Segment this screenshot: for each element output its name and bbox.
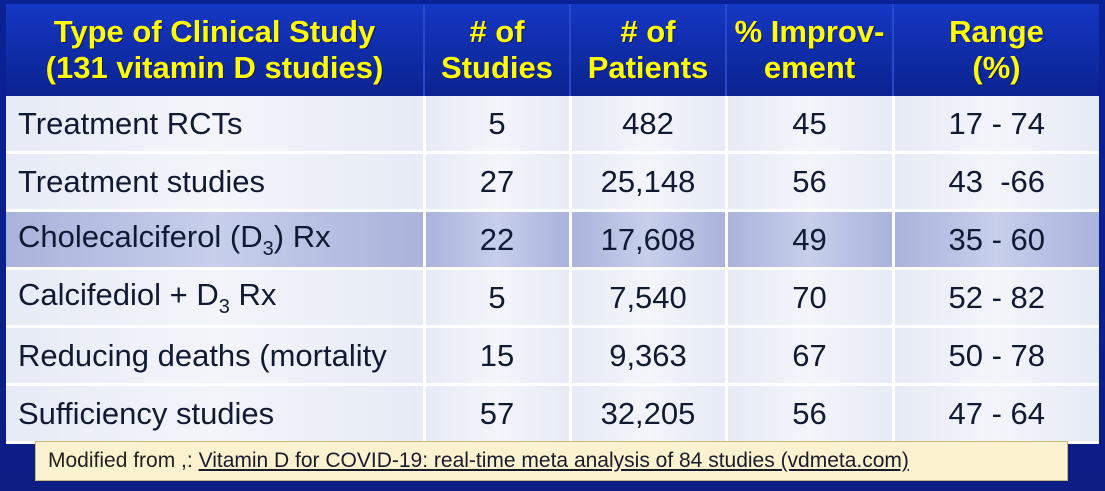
source-link[interactable]: Vitamin D for COVID-19: real-time meta a… <box>198 449 909 472</box>
cell-range: 50 - 78 <box>893 326 1099 386</box>
cell-patients: 7,540 <box>570 268 728 328</box>
cell-patients: 17,608 <box>570 210 728 270</box>
table-row: Treatment studies 27 25,148 56 43 -66 <box>6 152 1099 212</box>
cell-studies: 5 <box>424 268 572 328</box>
header-study-type: Type of Clinical Study (131 vitamin D stu… <box>6 4 425 96</box>
cell-improvement: 56 <box>726 152 895 212</box>
cell-studies: 27 <box>424 152 572 212</box>
table-row: Cholecalciferol (D3) Rx 22 17,608 49 35 … <box>6 210 1099 270</box>
table-row: Sufficiency studies 57 32,205 56 47 - 64 <box>6 384 1099 444</box>
subscript-3: 3 <box>262 237 274 260</box>
cell-patients: 25,148 <box>570 152 728 212</box>
cell-study-type: Treatment studies <box>6 152 426 212</box>
cell-improvement: 70 <box>726 268 895 328</box>
header-range: Range (%) <box>893 4 1099 96</box>
header-improvement: % Improv-ement <box>726 4 894 96</box>
vitamin-d-studies-table: Type of Clinical Study (131 vitamin D stu… <box>6 4 1099 444</box>
subscript-3: 3 <box>218 295 230 318</box>
cell-studies: 5 <box>424 96 572 154</box>
cell-patients: 9,363 <box>570 326 728 386</box>
table-row: Reducing deaths (mortality 15 9,363 67 5… <box>6 326 1099 386</box>
header-row: Type of Clinical Study (131 vitamin D stu… <box>6 4 1099 96</box>
cell-study-type: Cholecalciferol (D3) Rx <box>6 210 426 270</box>
table-row: Calcifediol + D3 Rx 5 7,540 70 52 - 82 <box>6 268 1099 328</box>
table-row: Treatment RCTs 5 482 45 17 - 74 <box>6 96 1099 154</box>
cell-range: 52 - 82 <box>893 268 1099 328</box>
footnote-prefix: Modified from ,: <box>48 449 199 472</box>
cell-patients: 482 <box>570 96 728 154</box>
cell-patients: 32,205 <box>570 384 728 444</box>
cell-range: 35 - 60 <box>893 210 1099 270</box>
cell-study-type: Reducing deaths (mortality <box>6 326 426 386</box>
cell-improvement: 67 <box>726 326 895 386</box>
cell-improvement: 49 <box>726 210 895 270</box>
cell-improvement: 45 <box>726 96 895 154</box>
cell-studies: 57 <box>424 384 572 444</box>
source-footnote: Modified from ,: Vitamin D for COVID-19:… <box>35 441 1068 481</box>
cell-study-type: Treatment RCTs <box>6 96 426 154</box>
cell-studies: 22 <box>424 210 572 270</box>
cell-range: 43 -66 <box>893 152 1099 212</box>
cell-study-type: Calcifediol + D3 Rx <box>6 268 426 328</box>
cell-study-type: Sufficiency studies <box>6 384 426 444</box>
header-num-patients: # of Patients <box>570 4 727 96</box>
cell-improvement: 56 <box>726 384 895 444</box>
cell-range: 47 - 64 <box>893 384 1099 444</box>
header-num-studies: # of Studies <box>424 4 571 96</box>
cell-range: 17 - 74 <box>893 96 1099 154</box>
cell-studies: 15 <box>424 326 572 386</box>
